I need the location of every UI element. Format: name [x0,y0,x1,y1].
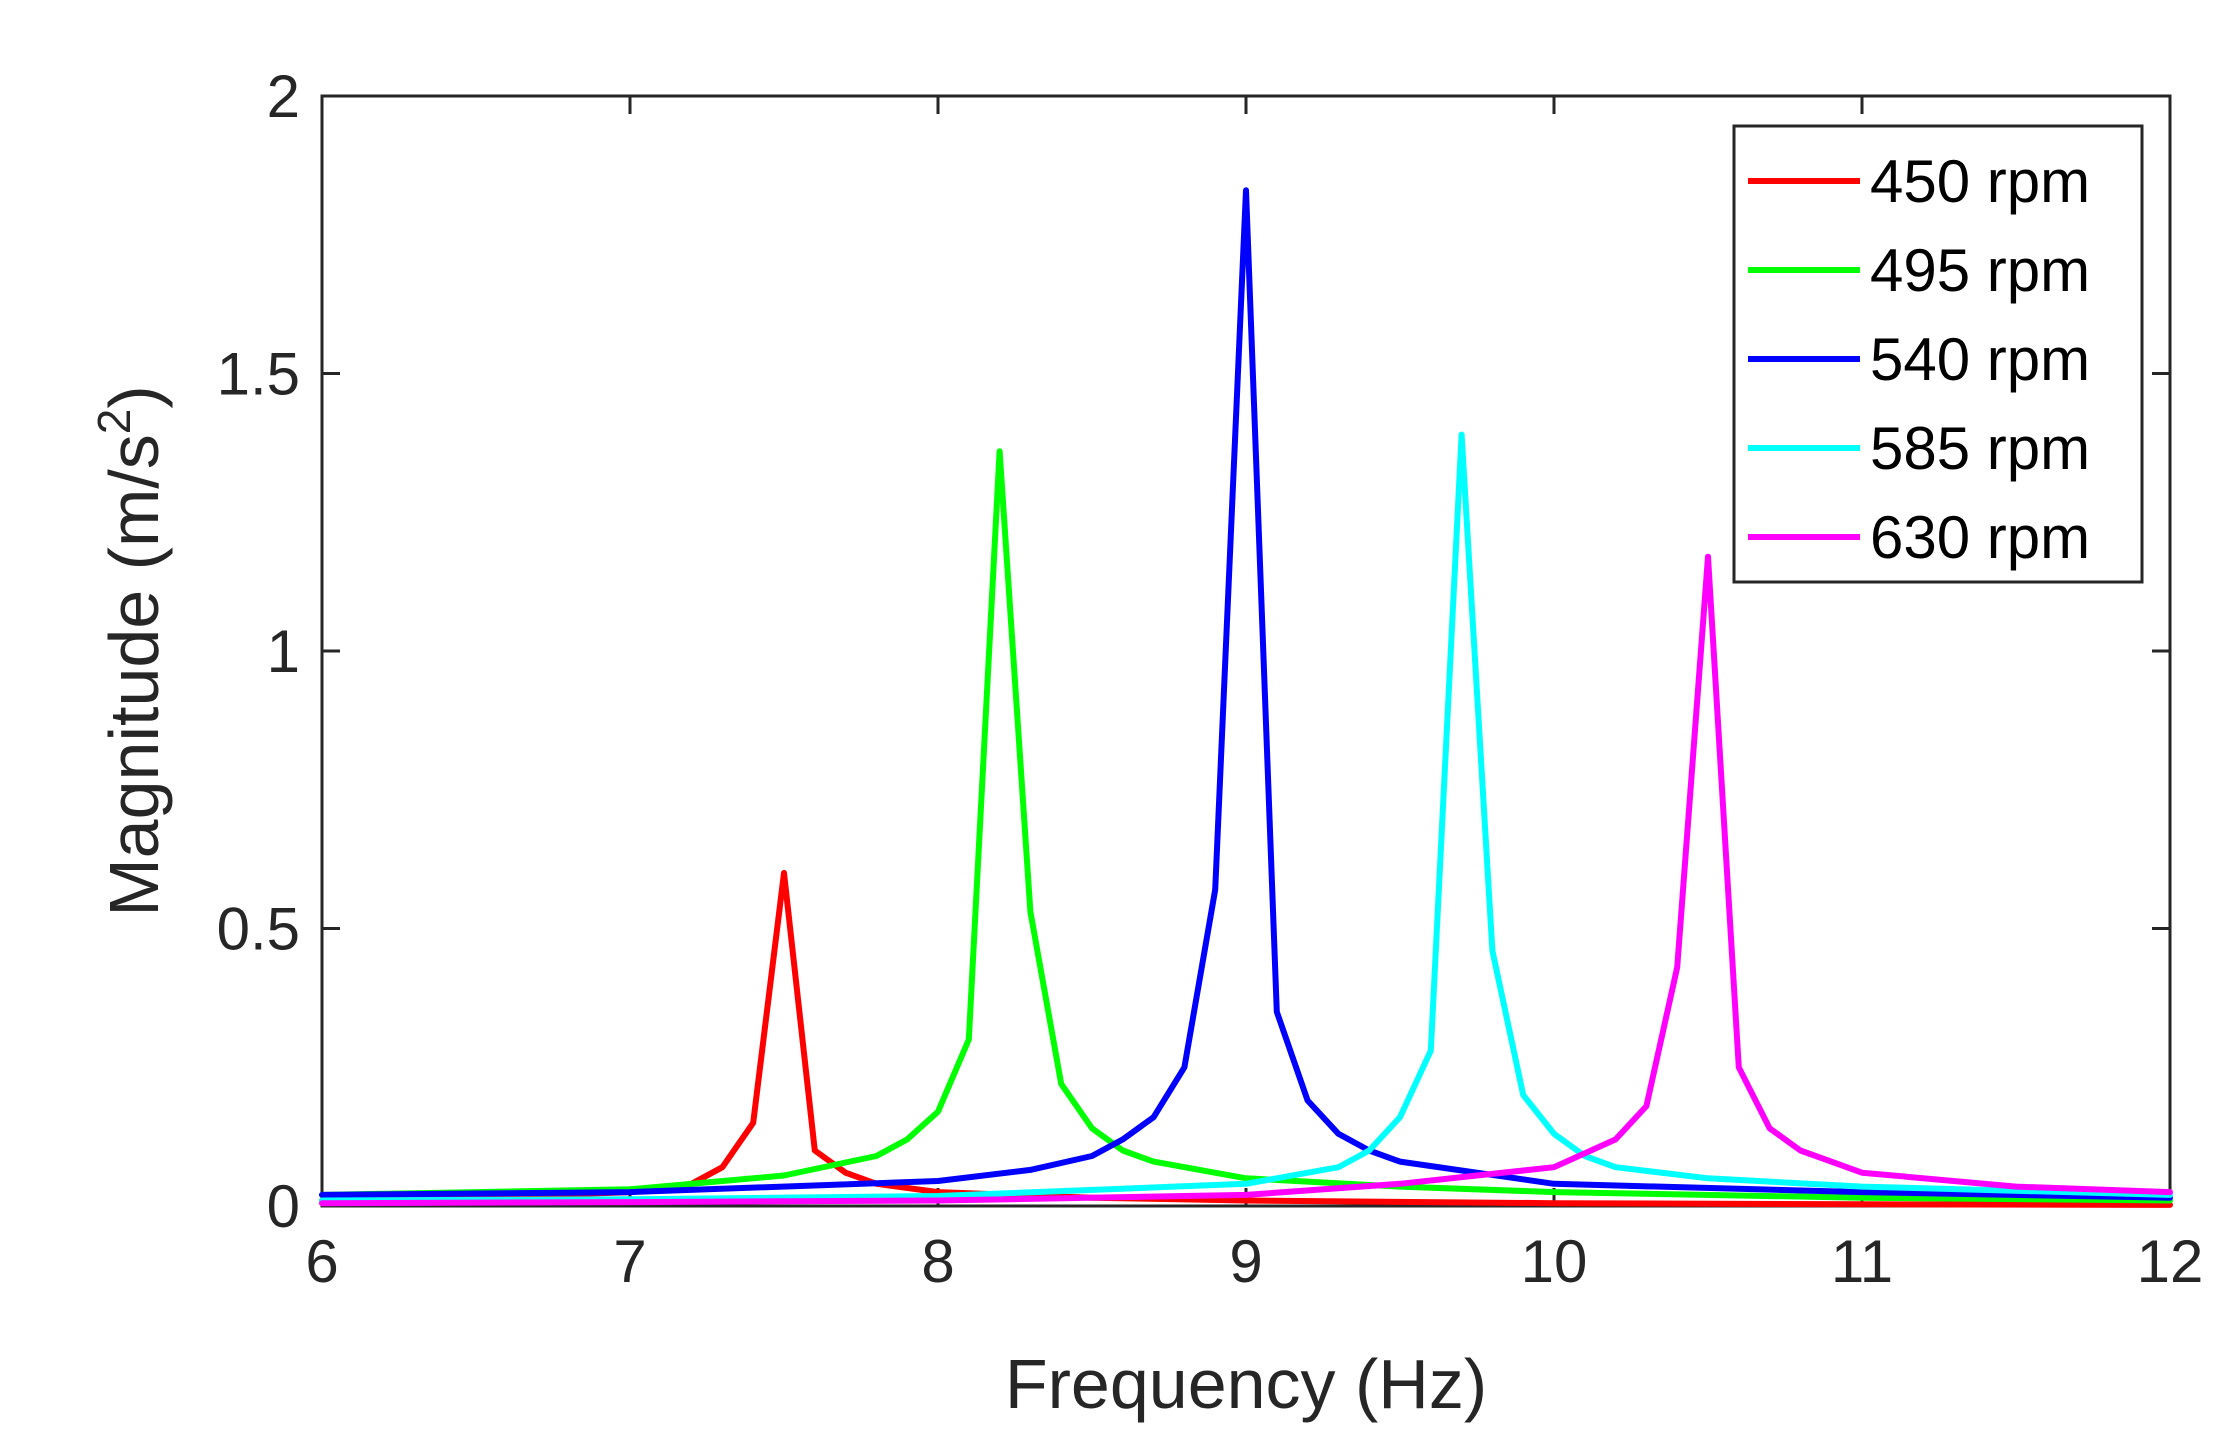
x-tick-label: 11 [1831,1228,1893,1295]
x-tick-label: 12 [2137,1228,2204,1295]
x-tick-label: 8 [921,1228,954,1295]
series-line-630-rpm [319,553,2173,1207]
legend-label: 540 rpm [1870,326,2090,393]
x-tick-label: 7 [613,1228,646,1295]
y-axis-label-close: ) [95,385,173,408]
x-axis-label: Frequency (Hz) [1005,1345,1487,1423]
series-line-540-rpm [319,187,2173,1201]
x-tick-label: 6 [305,1228,338,1295]
legend-label: 495 rpm [1870,237,2090,304]
y-tick-label: 2 [267,63,300,130]
x-tick-label: 9 [1229,1228,1262,1295]
series-group [319,187,2173,1208]
series-line-585-rpm [319,431,2173,1204]
y-tick-label: 1.5 [217,341,300,408]
y-tick-label: 1 [267,618,300,685]
legend-box [1732,124,2144,584]
y-tick-label: 0 [267,1173,300,1240]
y-tick-label: 0.5 [217,896,300,963]
legend-label: 585 rpm [1870,415,2090,482]
legend: 450 rpm 495 rpm 540 rpm 585 rpm 630 rpm [1732,124,2144,584]
y-axis-label: Magnitude (m/s2) [88,385,173,916]
y-axis-label-main: Magnitude (m/s [95,434,173,916]
legend-label: 450 rpm [1870,148,2090,215]
legend-label: 630 rpm [1870,504,2090,571]
x-tick-label: 10 [1521,1228,1588,1295]
y-axis-label-superscript: 2 [88,409,140,435]
tick-labels: 6 7 8 9 10 11 12 0 0.5 1 1.5 2 [217,63,2204,1295]
